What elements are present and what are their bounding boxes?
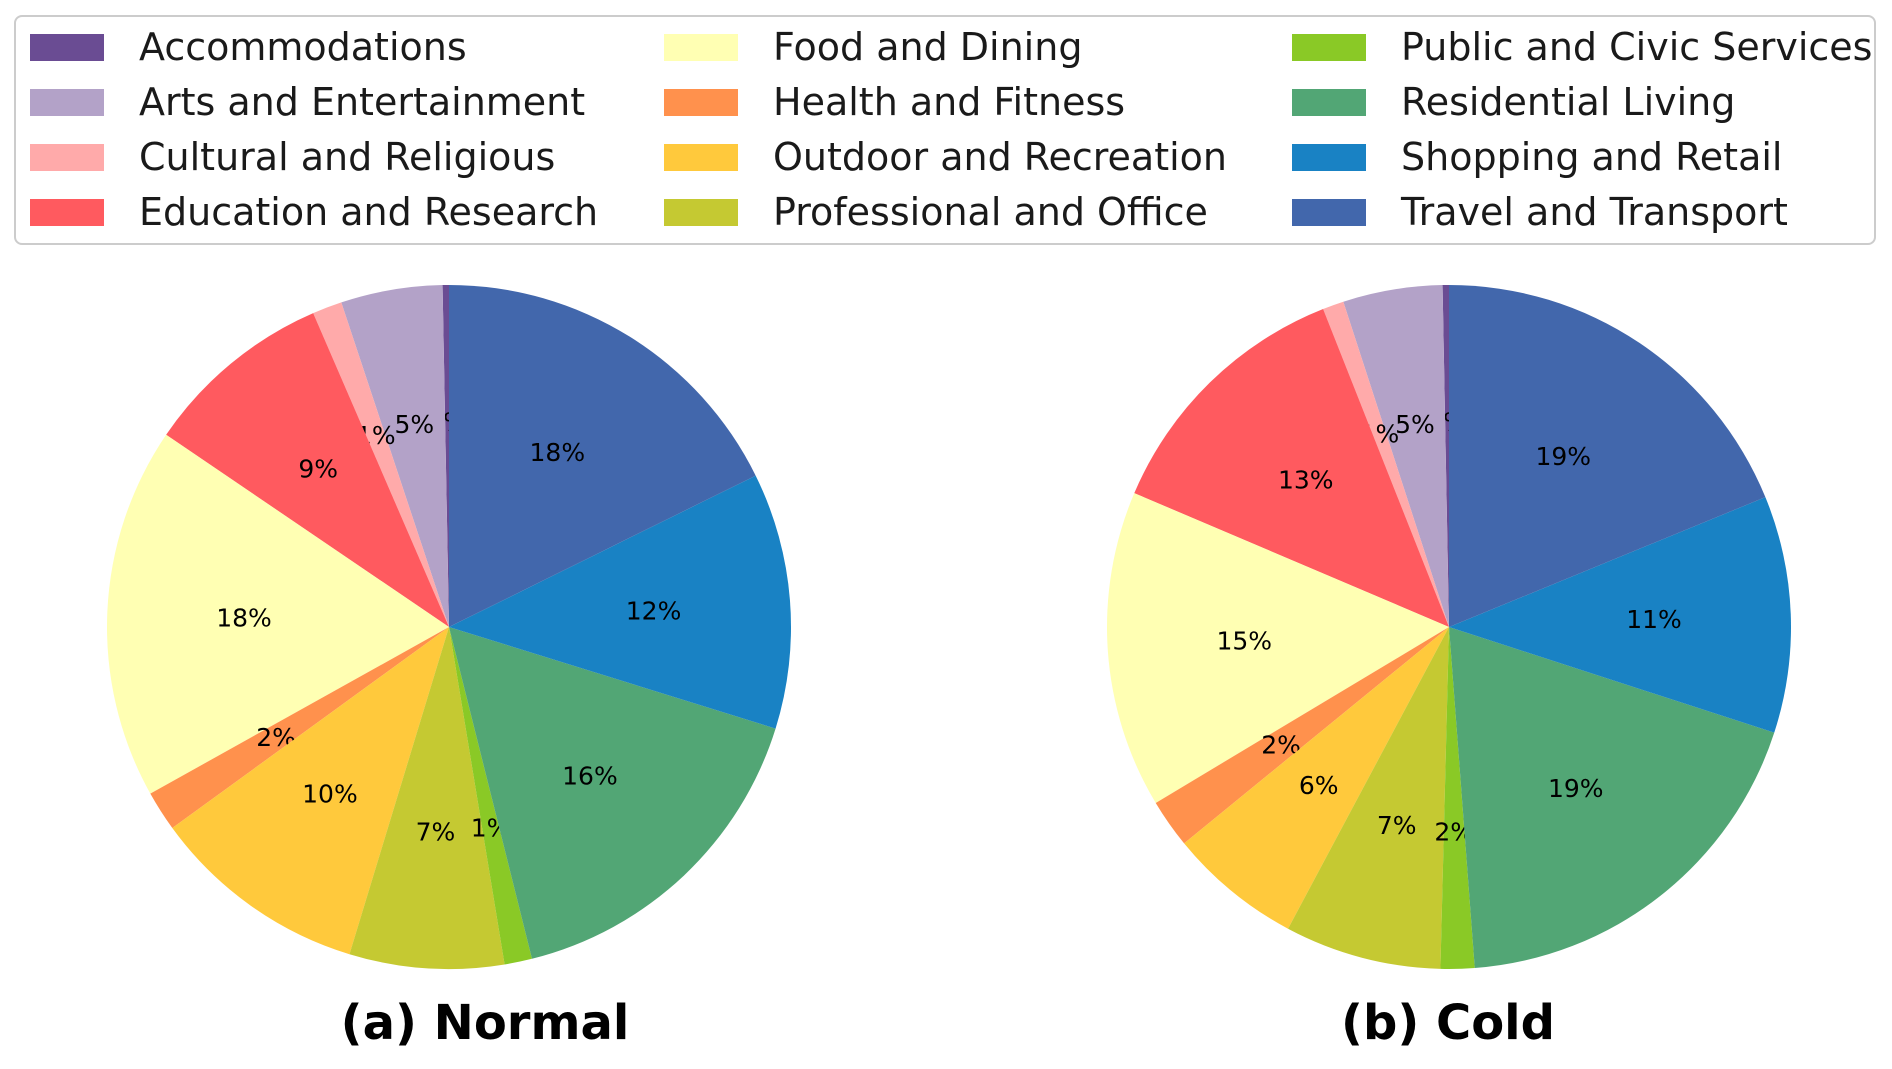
legend-swatch bbox=[664, 33, 738, 61]
legend-swatch bbox=[1292, 88, 1366, 116]
pie-slice bbox=[1343, 285, 1449, 627]
legend-label: Education and Research bbox=[139, 190, 599, 234]
legend-item: Public and Civic Services bbox=[1292, 25, 1873, 69]
legend-item: Residential Living bbox=[1292, 80, 1736, 124]
chart-title-cold: (b) Cold bbox=[1341, 995, 1555, 1051]
legend-label: Public and Civic Services bbox=[1401, 25, 1873, 69]
legend-label: Residential Living bbox=[1401, 80, 1736, 124]
legend-label: Professional and Office bbox=[773, 190, 1208, 234]
pie-slice bbox=[1107, 493, 1449, 803]
legend-swatch bbox=[664, 88, 738, 116]
legend-label: Outdoor and Recreation bbox=[773, 135, 1227, 179]
pie-slice bbox=[1449, 497, 1792, 733]
slice-percent-label: 18% bbox=[530, 438, 586, 467]
legend-item: Outdoor and Recreation bbox=[664, 135, 1227, 179]
chart-title-normal: (a) Normal bbox=[340, 995, 630, 1051]
legend-swatch bbox=[1292, 143, 1366, 171]
pie-slice bbox=[341, 285, 449, 627]
legend-swatch bbox=[30, 143, 104, 171]
legend-item: Arts and Entertainment bbox=[30, 80, 586, 124]
legend-swatch bbox=[664, 143, 738, 171]
chart-legend: Accommodations Arts and Entertainment Cult… bbox=[14, 15, 1876, 245]
pie-slice bbox=[442, 285, 449, 627]
pie-slice bbox=[313, 302, 449, 627]
legend-swatch bbox=[30, 88, 104, 116]
pie-slice bbox=[449, 285, 756, 627]
pie-slice bbox=[1442, 285, 1449, 627]
slice-percent-label: 15% bbox=[1217, 627, 1273, 656]
legend-label: Food and Dining bbox=[773, 25, 1083, 69]
pie-slice bbox=[449, 627, 776, 959]
pie-slice bbox=[1449, 627, 1775, 969]
slice-percent-label: 10% bbox=[302, 780, 358, 809]
slice-percent-label: 6% bbox=[1299, 771, 1339, 800]
legend-item: Food and Dining bbox=[664, 25, 1083, 69]
legend-item: Professional and Office bbox=[664, 190, 1208, 234]
pie-slice bbox=[1288, 627, 1449, 969]
pie-slice bbox=[1184, 627, 1449, 929]
slice-percent-label: 18% bbox=[216, 603, 272, 632]
pie-slice bbox=[1440, 627, 1475, 969]
legend-swatch bbox=[1292, 198, 1366, 226]
legend-swatch bbox=[1292, 33, 1366, 61]
pie-slice bbox=[449, 627, 532, 965]
pie-slice bbox=[349, 627, 505, 969]
legend-item: Health and Fitness bbox=[664, 80, 1126, 124]
legend-label: Accommodations bbox=[139, 25, 467, 69]
pie-slice bbox=[172, 627, 449, 955]
pie-slice bbox=[1323, 301, 1449, 627]
legend-label: Cultural and Religious bbox=[139, 135, 556, 179]
legend-swatch bbox=[664, 198, 738, 226]
pie-slice bbox=[1449, 285, 1766, 627]
pie-slice bbox=[166, 313, 450, 627]
slice-percent-label: 5% bbox=[395, 410, 435, 439]
pie-cold: 0%5%1%13%15%2%6%7% 2%19%11%19% bbox=[1107, 285, 1792, 969]
legend-item: Travel and Transport bbox=[1292, 190, 1788, 234]
pie-slice bbox=[1134, 309, 1449, 627]
slice-percent-label: 16% bbox=[562, 762, 618, 791]
pie-slice bbox=[150, 627, 449, 829]
legend-swatch bbox=[30, 198, 104, 226]
slice-percent-label: 12% bbox=[626, 596, 682, 625]
legend-item: Accommodations bbox=[30, 25, 467, 69]
legend-label: Arts and Entertainment bbox=[139, 80, 586, 124]
pie-slice bbox=[1155, 627, 1449, 844]
legend-label: Shopping and Retail bbox=[1401, 135, 1783, 179]
legend-swatch bbox=[30, 33, 104, 61]
slice-percent-label: 19% bbox=[1548, 774, 1604, 803]
legend-label: Travel and Transport bbox=[1401, 190, 1788, 234]
slice-percent-label: 11% bbox=[1626, 605, 1682, 634]
pie-normal: 0%5%1%9%18%2%10%7% 1%16%12%18% bbox=[107, 285, 791, 969]
slice-percent-label: 7% bbox=[1377, 811, 1417, 840]
pie-slice bbox=[107, 434, 449, 794]
slice-percent-label: 19% bbox=[1535, 442, 1591, 471]
legend-item: Shopping and Retail bbox=[1292, 135, 1783, 179]
slice-percent-label: 5% bbox=[1395, 410, 1435, 439]
legend-item: Education and Research bbox=[30, 190, 599, 234]
legend-item: Cultural and Religious bbox=[30, 135, 556, 179]
pie-slice bbox=[449, 475, 791, 729]
legend-label: Health and Fitness bbox=[773, 80, 1126, 124]
slice-percent-label: 9% bbox=[298, 454, 338, 483]
slice-percent-label: 13% bbox=[1278, 466, 1334, 495]
slice-percent-label: 7% bbox=[416, 817, 456, 846]
